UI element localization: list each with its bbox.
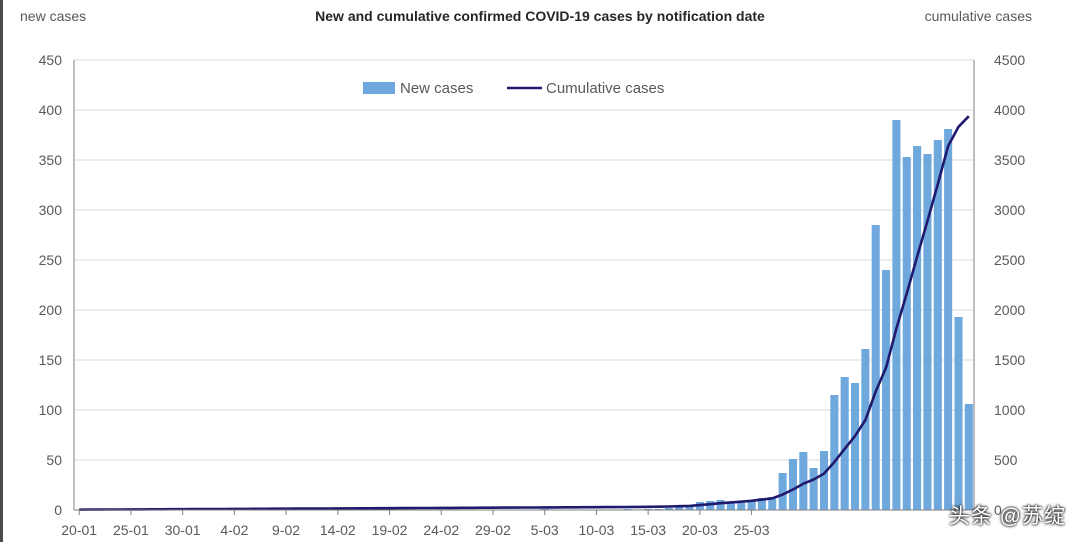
new-cases-bar	[913, 146, 922, 510]
chart-title: New and cumulative confirmed COVID-19 ca…	[315, 8, 765, 24]
new-cases-bar	[747, 501, 756, 510]
cumulative-line	[79, 115, 970, 511]
y-right-tick-label: 4500	[994, 52, 1025, 68]
y-right-tick-label: 0	[994, 502, 1002, 518]
new-cases-bar	[944, 129, 953, 510]
new-cases-bar	[664, 508, 673, 510]
y-right-tick-label: 3500	[994, 152, 1025, 168]
new-cases-bar	[726, 502, 735, 510]
left-border	[0, 0, 3, 542]
new-cases-bar	[892, 120, 901, 510]
x-tick-label: 30-01	[165, 522, 201, 538]
y-right-tick-label: 1000	[994, 402, 1025, 418]
x-tick-label: 29-02	[475, 522, 511, 538]
y-right-tick-label: 1500	[994, 352, 1025, 368]
y-left-tick-label: 400	[39, 102, 63, 118]
y-left-tick-label: 300	[39, 202, 63, 218]
legend-new-cases-label: New cases	[400, 80, 473, 97]
new-cases-bar	[778, 473, 787, 510]
x-tick-label: 24-02	[423, 522, 459, 538]
new-cases-bar	[768, 497, 777, 510]
new-cases-bar	[871, 225, 880, 510]
y-left-tick-label: 200	[39, 302, 63, 318]
new-cases-bar	[788, 459, 797, 510]
legend: New cases Cumulative cases	[363, 80, 664, 97]
x-tick-label: 15-03	[630, 522, 666, 538]
y-right-tick-label: 4000	[994, 102, 1025, 118]
y-right-axis-title: cumulative cases	[924, 8, 1032, 24]
new-cases-bar	[716, 500, 725, 510]
y-left-tick-label: 350	[39, 152, 63, 168]
y-left-tick-label: 250	[39, 252, 63, 268]
new-cases-bar	[819, 451, 829, 510]
new-cases-bar	[954, 317, 963, 510]
new-cases-bar	[757, 498, 766, 510]
new-cases-bar	[675, 507, 684, 510]
x-tick-label: 10-03	[579, 522, 615, 538]
x-tick-label: 19-02	[372, 522, 408, 538]
new-cases-bar	[851, 383, 860, 510]
y-right-tick-label: 500	[994, 452, 1018, 468]
watermark: 头条 @苏绽	[948, 505, 1066, 528]
y-left-tick-label: 50	[46, 452, 62, 468]
x-tick-label: 5-03	[531, 522, 559, 538]
new-cases-bars	[540, 120, 973, 510]
new-cases-bar	[923, 154, 932, 510]
x-tick-label: 4-02	[220, 522, 248, 538]
new-cases-bar	[685, 507, 694, 510]
x-tick-label: 20-01	[61, 522, 97, 538]
new-cases-bar	[840, 377, 849, 510]
x-tick-label: 25-03	[734, 522, 770, 538]
legend-cumulative-label: Cumulative cases	[546, 80, 664, 97]
y-left-axis-title: new cases	[20, 8, 87, 24]
new-cases-bar	[737, 503, 746, 510]
legend-bar-swatch	[363, 82, 395, 94]
new-cases-bar	[902, 157, 911, 510]
y-left-tick-label: 150	[39, 352, 63, 368]
y-right-tick-label: 2000	[994, 302, 1025, 318]
new-cases-bar	[861, 349, 870, 510]
x-tick-label: 20-03	[682, 522, 718, 538]
new-cases-bar	[964, 404, 973, 510]
new-cases-bar	[933, 140, 942, 510]
new-cases-bar	[882, 270, 891, 510]
y-left-tick-label: 100	[39, 402, 63, 418]
x-tick-label: 25-01	[113, 522, 149, 538]
new-cases-bar	[799, 452, 808, 510]
y-right-tick-label: 3000	[994, 202, 1025, 218]
new-cases-bar	[830, 395, 839, 510]
new-cases-bar	[809, 468, 818, 510]
y-right-tick-label: 2500	[994, 252, 1025, 268]
axes: 0501001502002503003504004500500100015002…	[39, 52, 1026, 538]
y-left-tick-label: 0	[54, 502, 62, 518]
cumulative-cases-line	[79, 115, 970, 511]
x-tick-label: 14-02	[320, 522, 356, 538]
y-left-tick-label: 450	[39, 52, 63, 68]
x-tick-label: 9-02	[272, 522, 300, 538]
gridlines	[74, 59, 974, 461]
